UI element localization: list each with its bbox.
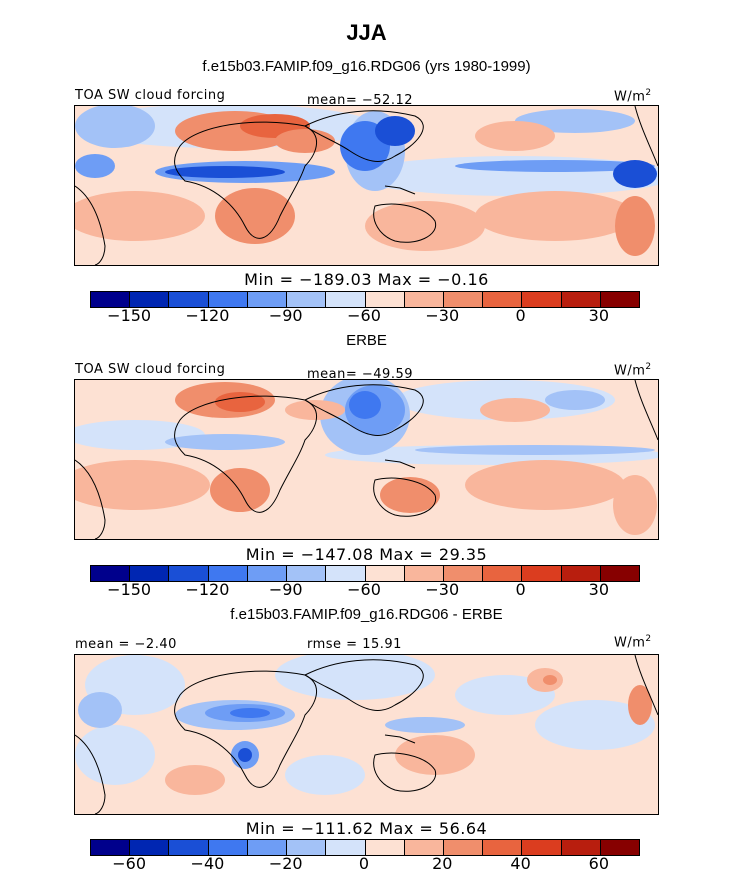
colorbar-swatch <box>522 566 562 581</box>
panel-3-mean-label: mean = −2.40 <box>75 637 177 652</box>
colorbar-swatch <box>169 566 209 581</box>
colorbar-tick-label: 20 <box>432 854 453 873</box>
colorbar-swatch <box>208 292 248 307</box>
colorbar-swatch <box>600 840 640 855</box>
colorbar-swatch <box>561 566 601 581</box>
colorbar-swatch <box>522 292 562 307</box>
colorbar-swatch <box>247 292 288 307</box>
colorbar-swatch <box>326 840 366 855</box>
colorbar-swatch <box>443 840 484 855</box>
colorbar-swatch <box>600 292 640 307</box>
colorbar-tick-label: −60 <box>112 854 147 873</box>
colorbar-swatch <box>561 840 601 855</box>
colorbar-swatch <box>483 566 523 581</box>
panel-2-colorbar <box>90 565 640 582</box>
panel-2-variable-label: TOA SW cloud forcing <box>75 362 226 377</box>
colorbar-swatch <box>287 292 327 307</box>
colorbar-swatch <box>483 840 523 855</box>
colorbar-tick-label: 0 <box>358 854 370 873</box>
colorbar-swatch <box>287 566 327 581</box>
colorbar-tick-label: 0 <box>515 306 526 325</box>
colorbar-swatch <box>404 292 444 307</box>
colorbar-swatch <box>326 292 366 307</box>
panel-2-map-field <box>75 380 658 539</box>
colorbar-swatch <box>247 840 288 855</box>
panel-3-title: f.e15b03.FAMIP.f09_g16.RDG06 - ERBE <box>230 606 503 623</box>
figure-title: JJA <box>346 20 387 45</box>
panel-3-units-label: W/m2 <box>614 634 652 651</box>
colorbar-swatch <box>600 566 640 581</box>
panel-2-title: ERBE <box>346 332 387 349</box>
colorbar-tick-label: −150 <box>107 580 152 599</box>
colorbar-tick-label: 60 <box>588 854 610 873</box>
panel-2-map <box>74 379 659 540</box>
colorbar-swatch <box>91 566 131 581</box>
colorbar-tick-label: −30 <box>425 306 460 325</box>
colorbar-swatch <box>169 292 209 307</box>
panel-1-colorbar <box>90 291 640 308</box>
colorbar-swatch <box>287 840 327 855</box>
panel-1-colorbar-ticks: −150 −120 −90 −60 −30 0 30 <box>90 306 638 326</box>
colorbar-swatch <box>443 566 484 581</box>
colorbar-swatch <box>208 566 248 581</box>
panel-2-units-label: W/m2 <box>614 362 652 379</box>
colorbar-swatch <box>404 566 444 581</box>
colorbar-swatch <box>365 566 405 581</box>
colorbar-swatch <box>91 840 131 855</box>
colorbar-tick-label: −90 <box>268 580 303 599</box>
colorbar-tick-label: −20 <box>268 854 303 873</box>
panel-1-map <box>74 105 659 266</box>
panel-1-mean-label: mean= −52.12 <box>307 93 414 108</box>
colorbar-tick-label: −90 <box>268 306 303 325</box>
colorbar-swatch <box>483 292 523 307</box>
panel-2-stats: Min = −147.08 Max = 29.35 <box>245 545 488 564</box>
panel-1-variable-label: TOA SW cloud forcing <box>75 88 226 103</box>
colorbar-swatch <box>561 292 601 307</box>
colorbar-swatch <box>130 566 170 581</box>
colorbar-tick-label: −40 <box>190 854 225 873</box>
colorbar-swatch <box>404 840 444 855</box>
colorbar-swatch <box>130 840 170 855</box>
panel-3-stats: Min = −111.62 Max = 56.64 <box>245 819 488 838</box>
colorbar-tick-label: −60 <box>347 580 381 599</box>
colorbar-tick-label: 30 <box>588 306 610 325</box>
colorbar-swatch <box>91 292 131 307</box>
panel-3-map-field <box>75 655 658 814</box>
panel-2-mean-label: mean= −49.59 <box>307 367 414 382</box>
colorbar-swatch <box>208 840 248 855</box>
colorbar-swatch <box>365 292 405 307</box>
panel-1-map-field <box>75 106 658 265</box>
colorbar-swatch <box>130 292 170 307</box>
colorbar-swatch <box>169 840 209 855</box>
panel-1-units-label: W/m2 <box>614 88 652 105</box>
colorbar-tick-label: −120 <box>185 306 230 325</box>
colorbar-tick-label: 40 <box>510 854 531 873</box>
colorbar-tick-label: 30 <box>588 580 610 599</box>
colorbar-swatch <box>443 292 484 307</box>
colorbar-tick-label: 0 <box>515 580 526 599</box>
panel-1-title: f.e15b03.FAMIP.f09_g16.RDG06 (yrs 1980-1… <box>202 58 531 75</box>
panel-1-stats: Min = −189.03 Max = −0.16 <box>244 270 489 289</box>
colorbar-swatch <box>365 840 405 855</box>
panel-3-rmse-label: rmse = 15.91 <box>307 637 402 652</box>
colorbar-tick-label: −120 <box>185 580 230 599</box>
colorbar-swatch <box>247 566 288 581</box>
panel-3-colorbar <box>90 839 640 856</box>
panel-3-colorbar-ticks: −60 −40 −20 0 20 40 60 <box>90 854 638 874</box>
colorbar-tick-label: −30 <box>425 580 460 599</box>
panel-2-colorbar-ticks: −150 −120 −90 −60 −30 0 30 <box>90 580 638 600</box>
panel-3-map <box>74 654 659 815</box>
colorbar-tick-label: −150 <box>107 306 152 325</box>
colorbar-swatch <box>326 566 366 581</box>
colorbar-tick-label: −60 <box>347 306 381 325</box>
colorbar-swatch <box>522 840 562 855</box>
